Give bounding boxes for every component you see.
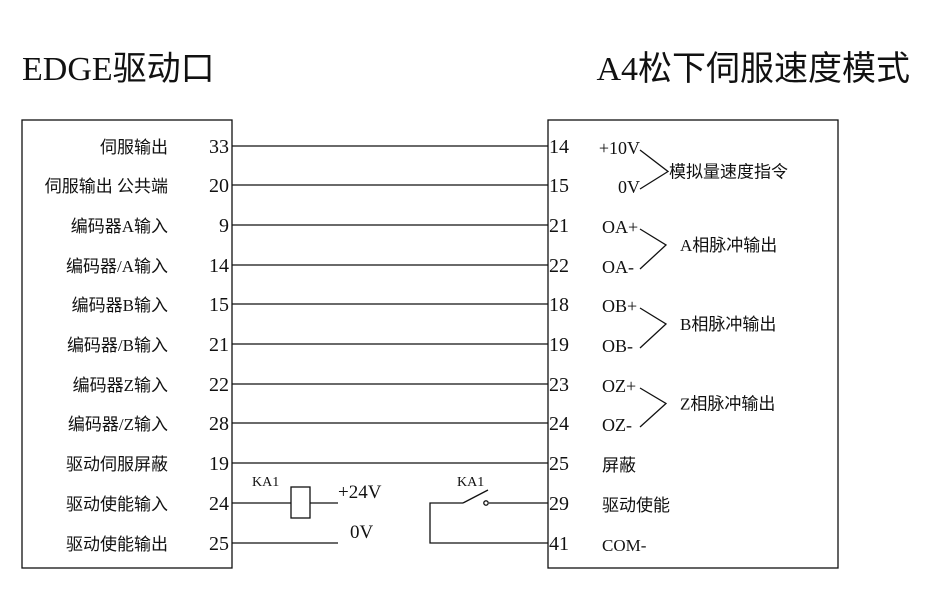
right-signal-label: OA- <box>602 257 634 277</box>
group-label: Z相脉冲输出 <box>680 395 775 414</box>
right-pin-number: 25 <box>549 453 569 475</box>
group-label: A相脉冲输出 <box>680 236 777 255</box>
left-pin-number: 24 <box>209 493 229 515</box>
left-signal-label: 伺服输出 公共端 <box>45 177 168 196</box>
right-pin-number: 24 <box>549 413 569 435</box>
left-pin-number: 9 <box>219 215 229 237</box>
title-left: EDGE驱动口 <box>22 51 215 88</box>
right-signal-label: +10V <box>599 138 640 158</box>
left-pin-number: 20 <box>209 175 229 197</box>
contact-label: KA1 <box>457 475 484 490</box>
right-pin-number: 21 <box>549 215 569 237</box>
right-pin-number: 23 <box>549 374 569 396</box>
left-signal-label: 编码器/Z输入 <box>68 415 168 434</box>
right-pin-number: 22 <box>549 255 569 277</box>
group-label: B相脉冲输出 <box>680 315 776 334</box>
right-signal-label: 驱动使能 <box>602 495 670 515</box>
left-pin-number: 19 <box>209 453 229 475</box>
left-signal-label: 驱动伺服屏蔽 <box>66 455 168 474</box>
supply-plus-label: +24V <box>338 482 382 503</box>
bracket-icon <box>639 387 668 428</box>
right-signal-label: OB+ <box>602 296 637 316</box>
right-pin-number: 29 <box>549 493 569 515</box>
left-signal-label: 编码器/A输入 <box>66 257 168 276</box>
group-label: 模拟量速度指令 <box>669 163 788 182</box>
relay-circuit: KA1 +24V 0V KA1 <box>232 475 548 544</box>
left-pin-number: 14 <box>209 255 229 277</box>
title-right: A4松下伺服速度模式 <box>596 50 910 88</box>
contact-terminal-icon <box>483 500 489 506</box>
right-signal-label: OZ+ <box>602 376 636 396</box>
right-signal-label: 0V <box>618 177 640 197</box>
right-signal-label: OB- <box>602 336 633 356</box>
bracket-icon <box>639 149 670 190</box>
right-signal-label: OA+ <box>602 217 638 237</box>
right-signal-label: COM- <box>602 536 647 555</box>
left-signal-label: 编码器A输入 <box>71 217 168 236</box>
right-pin-number: 14 <box>549 136 569 158</box>
left-signal-label: 编码器/B输入 <box>67 336 168 355</box>
left-pin-number: 28 <box>209 413 229 435</box>
right-pin-number: 41 <box>549 533 569 555</box>
left-signal-label: 驱动使能输入 <box>66 494 168 514</box>
bracket-icon <box>639 307 668 349</box>
left-pin-number: 25 <box>209 533 229 555</box>
relay-contact-icon <box>462 489 489 504</box>
bracket-icon <box>639 228 668 270</box>
left-pin-number: 22 <box>209 374 229 396</box>
wire <box>429 502 548 544</box>
relay-coil-icon <box>290 486 311 519</box>
right-signal-label: OZ- <box>602 415 632 435</box>
left-pin-number: 15 <box>209 294 229 316</box>
left-pin-number: 33 <box>209 136 229 158</box>
supply-zero-label: 0V <box>350 522 374 543</box>
left-signal-label: 伺服输出 <box>100 138 168 157</box>
right-connector-box <box>547 119 839 569</box>
coil-label: KA1 <box>252 475 279 490</box>
right-pin-number: 15 <box>549 175 569 197</box>
left-pin-number: 21 <box>209 334 229 356</box>
right-pin-number: 19 <box>549 334 569 356</box>
left-signal-label: 编码器B输入 <box>72 296 168 315</box>
right-signal-label: 屏蔽 <box>602 456 636 475</box>
right-pin-number: 18 <box>549 294 569 316</box>
left-signal-label: 驱动使能输出 <box>66 534 168 554</box>
left-signal-label: 编码器Z输入 <box>73 376 168 395</box>
